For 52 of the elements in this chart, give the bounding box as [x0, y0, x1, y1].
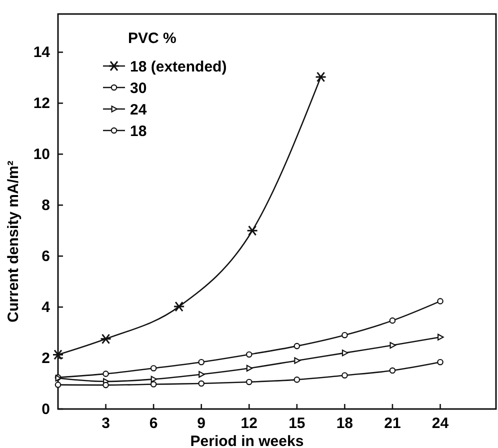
point [100, 334, 112, 344]
x-tick-label: 3 [102, 415, 110, 432]
y-tick-label: 10 [33, 146, 50, 164]
point [438, 334, 444, 340]
x-tick-label: 24 [432, 415, 450, 432]
point [54, 382, 62, 388]
point [437, 298, 444, 304]
y-tick-label: 8 [42, 197, 50, 214]
point [246, 378, 252, 386]
x-tick-label: 12 [240, 415, 258, 432]
point [389, 367, 396, 374]
point [342, 332, 348, 338]
y-tick-label: 6 [42, 248, 50, 266]
point [246, 364, 253, 372]
point [389, 317, 396, 324]
point [198, 380, 204, 387]
legend-label: 30 [130, 80, 147, 97]
y-tick-label: 4 [42, 299, 51, 316]
x-tick-label: 21 [384, 415, 401, 432]
y-tick-label: 12 [33, 95, 50, 112]
y-axis-title: Current density mA/m² [5, 160, 22, 322]
point [294, 376, 300, 383]
point [294, 357, 300, 364]
y-tick-label: 2 [42, 350, 50, 368]
point [150, 381, 157, 388]
point [52, 349, 64, 360]
legend-label: 24 [130, 102, 148, 118]
point [198, 370, 205, 378]
point [150, 376, 158, 383]
x-tick-label: 15 [288, 415, 306, 432]
point [246, 225, 258, 236]
point [102, 382, 109, 388]
y-tick-label: 0 [42, 401, 50, 418]
x-tick-label: 18 [336, 415, 354, 432]
point [315, 72, 327, 82]
point [342, 372, 348, 379]
y-tick-label: 14 [33, 44, 51, 62]
legend-label: 18 [130, 123, 147, 140]
x-tick-label: 6 [149, 415, 158, 432]
point [437, 358, 444, 366]
legend-label: 18 (extended) [130, 58, 227, 76]
point [198, 358, 204, 366]
point [246, 351, 252, 358]
point [102, 370, 109, 377]
point [390, 342, 396, 349]
point [173, 301, 185, 312]
point [150, 365, 157, 372]
x-axis-title: Period in weeks [190, 433, 304, 448]
point [294, 342, 300, 350]
x-tick-label: 9 [197, 415, 206, 432]
point [342, 350, 348, 356]
legend-title: PVC % [128, 30, 176, 47]
